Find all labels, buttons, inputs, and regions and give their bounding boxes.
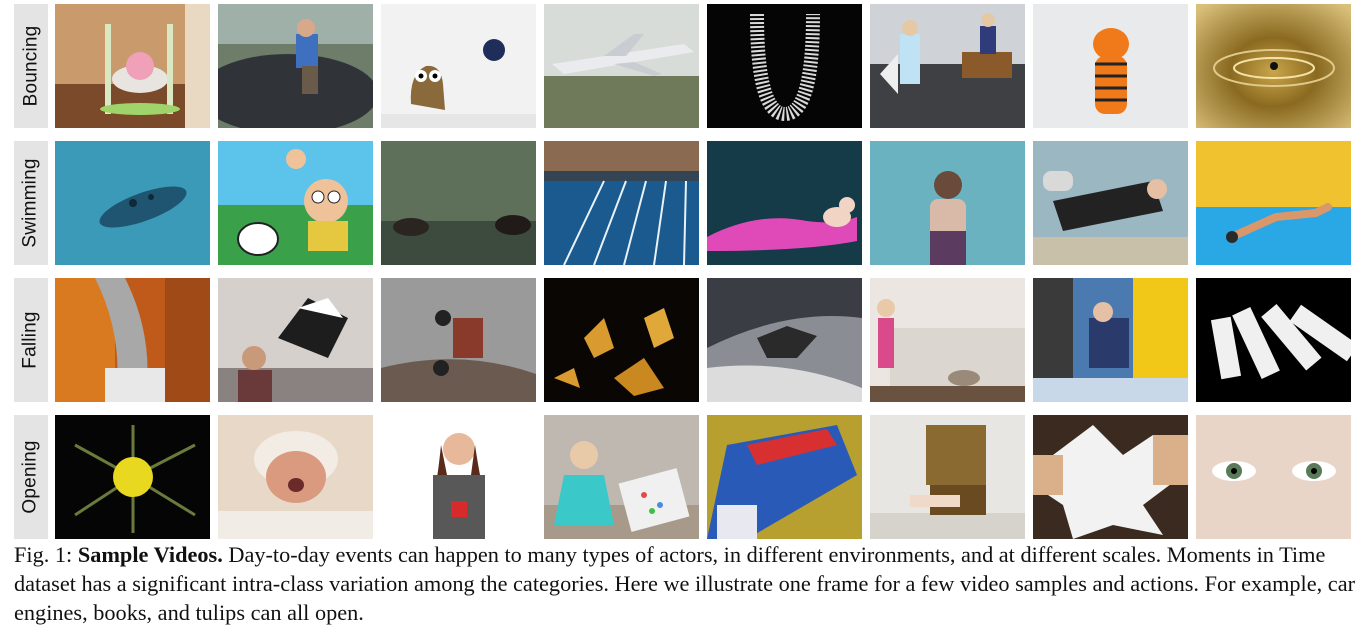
frame-dominoes [1196, 278, 1351, 402]
frame-girl-pool [870, 141, 1025, 265]
row-label: Swimming [14, 141, 48, 265]
frame-baby-jumper [55, 4, 210, 128]
frame-baby-yawning [218, 415, 373, 539]
frame-girl-cat [870, 278, 1025, 402]
frame-girl-giftbag [544, 415, 699, 539]
row-label-text: Bouncing [20, 25, 41, 107]
frame-snack-bag [707, 415, 862, 539]
row-label-text: Opening [20, 440, 41, 514]
frame-swimming-pool [544, 141, 699, 265]
caption-prefix: Fig. 1: [14, 542, 78, 567]
frame-tigger-toy [1033, 4, 1188, 128]
row-label-text: Falling [20, 311, 41, 369]
caption-body: Day-to-day events can happen to many typ… [14, 542, 1356, 625]
caption-title: Sample Videos. [77, 542, 223, 567]
frame-airplane-landing [544, 4, 699, 128]
row-falling: Falling [14, 278, 1358, 402]
frame-skydiver [707, 278, 862, 402]
row-opening: Opening [14, 415, 1358, 539]
frame-eyes-opening [1196, 415, 1351, 539]
frame-bears-swimming [381, 141, 536, 265]
frame-trampoline-kid [218, 4, 373, 128]
frame-dog-falling [218, 278, 373, 402]
row-label: Bouncing [14, 4, 48, 128]
frame-playground-kid [1033, 278, 1188, 402]
frame-swimmer-illustration [1196, 141, 1351, 265]
row-bouncing: Bouncing [14, 4, 1358, 128]
frame-kids-ponies [870, 4, 1025, 128]
figure-caption: Fig. 1: Sample Videos. Day-to-day events… [14, 540, 1358, 627]
frame-paper-snowflake [1033, 415, 1188, 539]
frame-water-drop [1196, 4, 1351, 128]
frame-cash-register [870, 415, 1025, 539]
frame-seal-underwater [55, 141, 210, 265]
row-label: Falling [14, 278, 48, 402]
frame-cartoon-snorkel [218, 141, 373, 265]
frame-scuba-diver [1033, 141, 1188, 265]
frame-flower-opening [55, 415, 210, 539]
row-label: Opening [14, 415, 48, 539]
frame-cartoon-ball [381, 4, 536, 128]
frame-falling-leaves [544, 278, 699, 402]
row-swimming: Swimming [14, 141, 1358, 265]
frame-slinky [707, 4, 862, 128]
frame-mermaid [707, 141, 862, 265]
frame-waterfall-autumn [55, 278, 210, 402]
row-label-text: Swimming [20, 158, 42, 248]
frame-toy-truck [381, 278, 536, 402]
frame-woman-gift [381, 415, 536, 539]
